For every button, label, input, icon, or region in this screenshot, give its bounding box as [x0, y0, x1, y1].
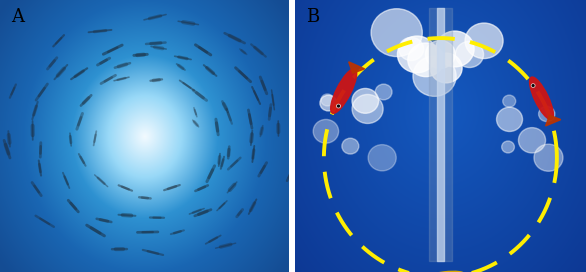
Circle shape	[337, 104, 340, 108]
Circle shape	[408, 43, 444, 77]
Ellipse shape	[424, 271, 465, 272]
Circle shape	[436, 31, 474, 67]
Circle shape	[425, 41, 455, 68]
Ellipse shape	[331, 69, 357, 113]
Circle shape	[342, 138, 359, 154]
Circle shape	[397, 36, 437, 73]
Circle shape	[375, 84, 392, 100]
Polygon shape	[546, 115, 561, 126]
Circle shape	[430, 53, 462, 83]
Circle shape	[455, 41, 483, 67]
Circle shape	[320, 95, 337, 111]
Polygon shape	[349, 62, 364, 73]
Circle shape	[532, 84, 535, 87]
Text: B: B	[306, 8, 319, 26]
Circle shape	[352, 88, 379, 113]
Circle shape	[519, 128, 546, 153]
Circle shape	[368, 145, 396, 171]
Circle shape	[338, 105, 339, 107]
Circle shape	[313, 119, 339, 143]
Circle shape	[539, 106, 555, 122]
Circle shape	[352, 94, 383, 123]
Circle shape	[465, 23, 503, 58]
Circle shape	[321, 94, 334, 106]
Circle shape	[399, 37, 424, 61]
Circle shape	[371, 9, 423, 57]
Circle shape	[413, 56, 456, 96]
Circle shape	[534, 144, 563, 171]
Text: A: A	[12, 8, 25, 26]
Circle shape	[503, 95, 516, 107]
Circle shape	[502, 141, 515, 153]
Circle shape	[532, 85, 534, 86]
Circle shape	[496, 107, 523, 131]
Ellipse shape	[530, 77, 553, 120]
